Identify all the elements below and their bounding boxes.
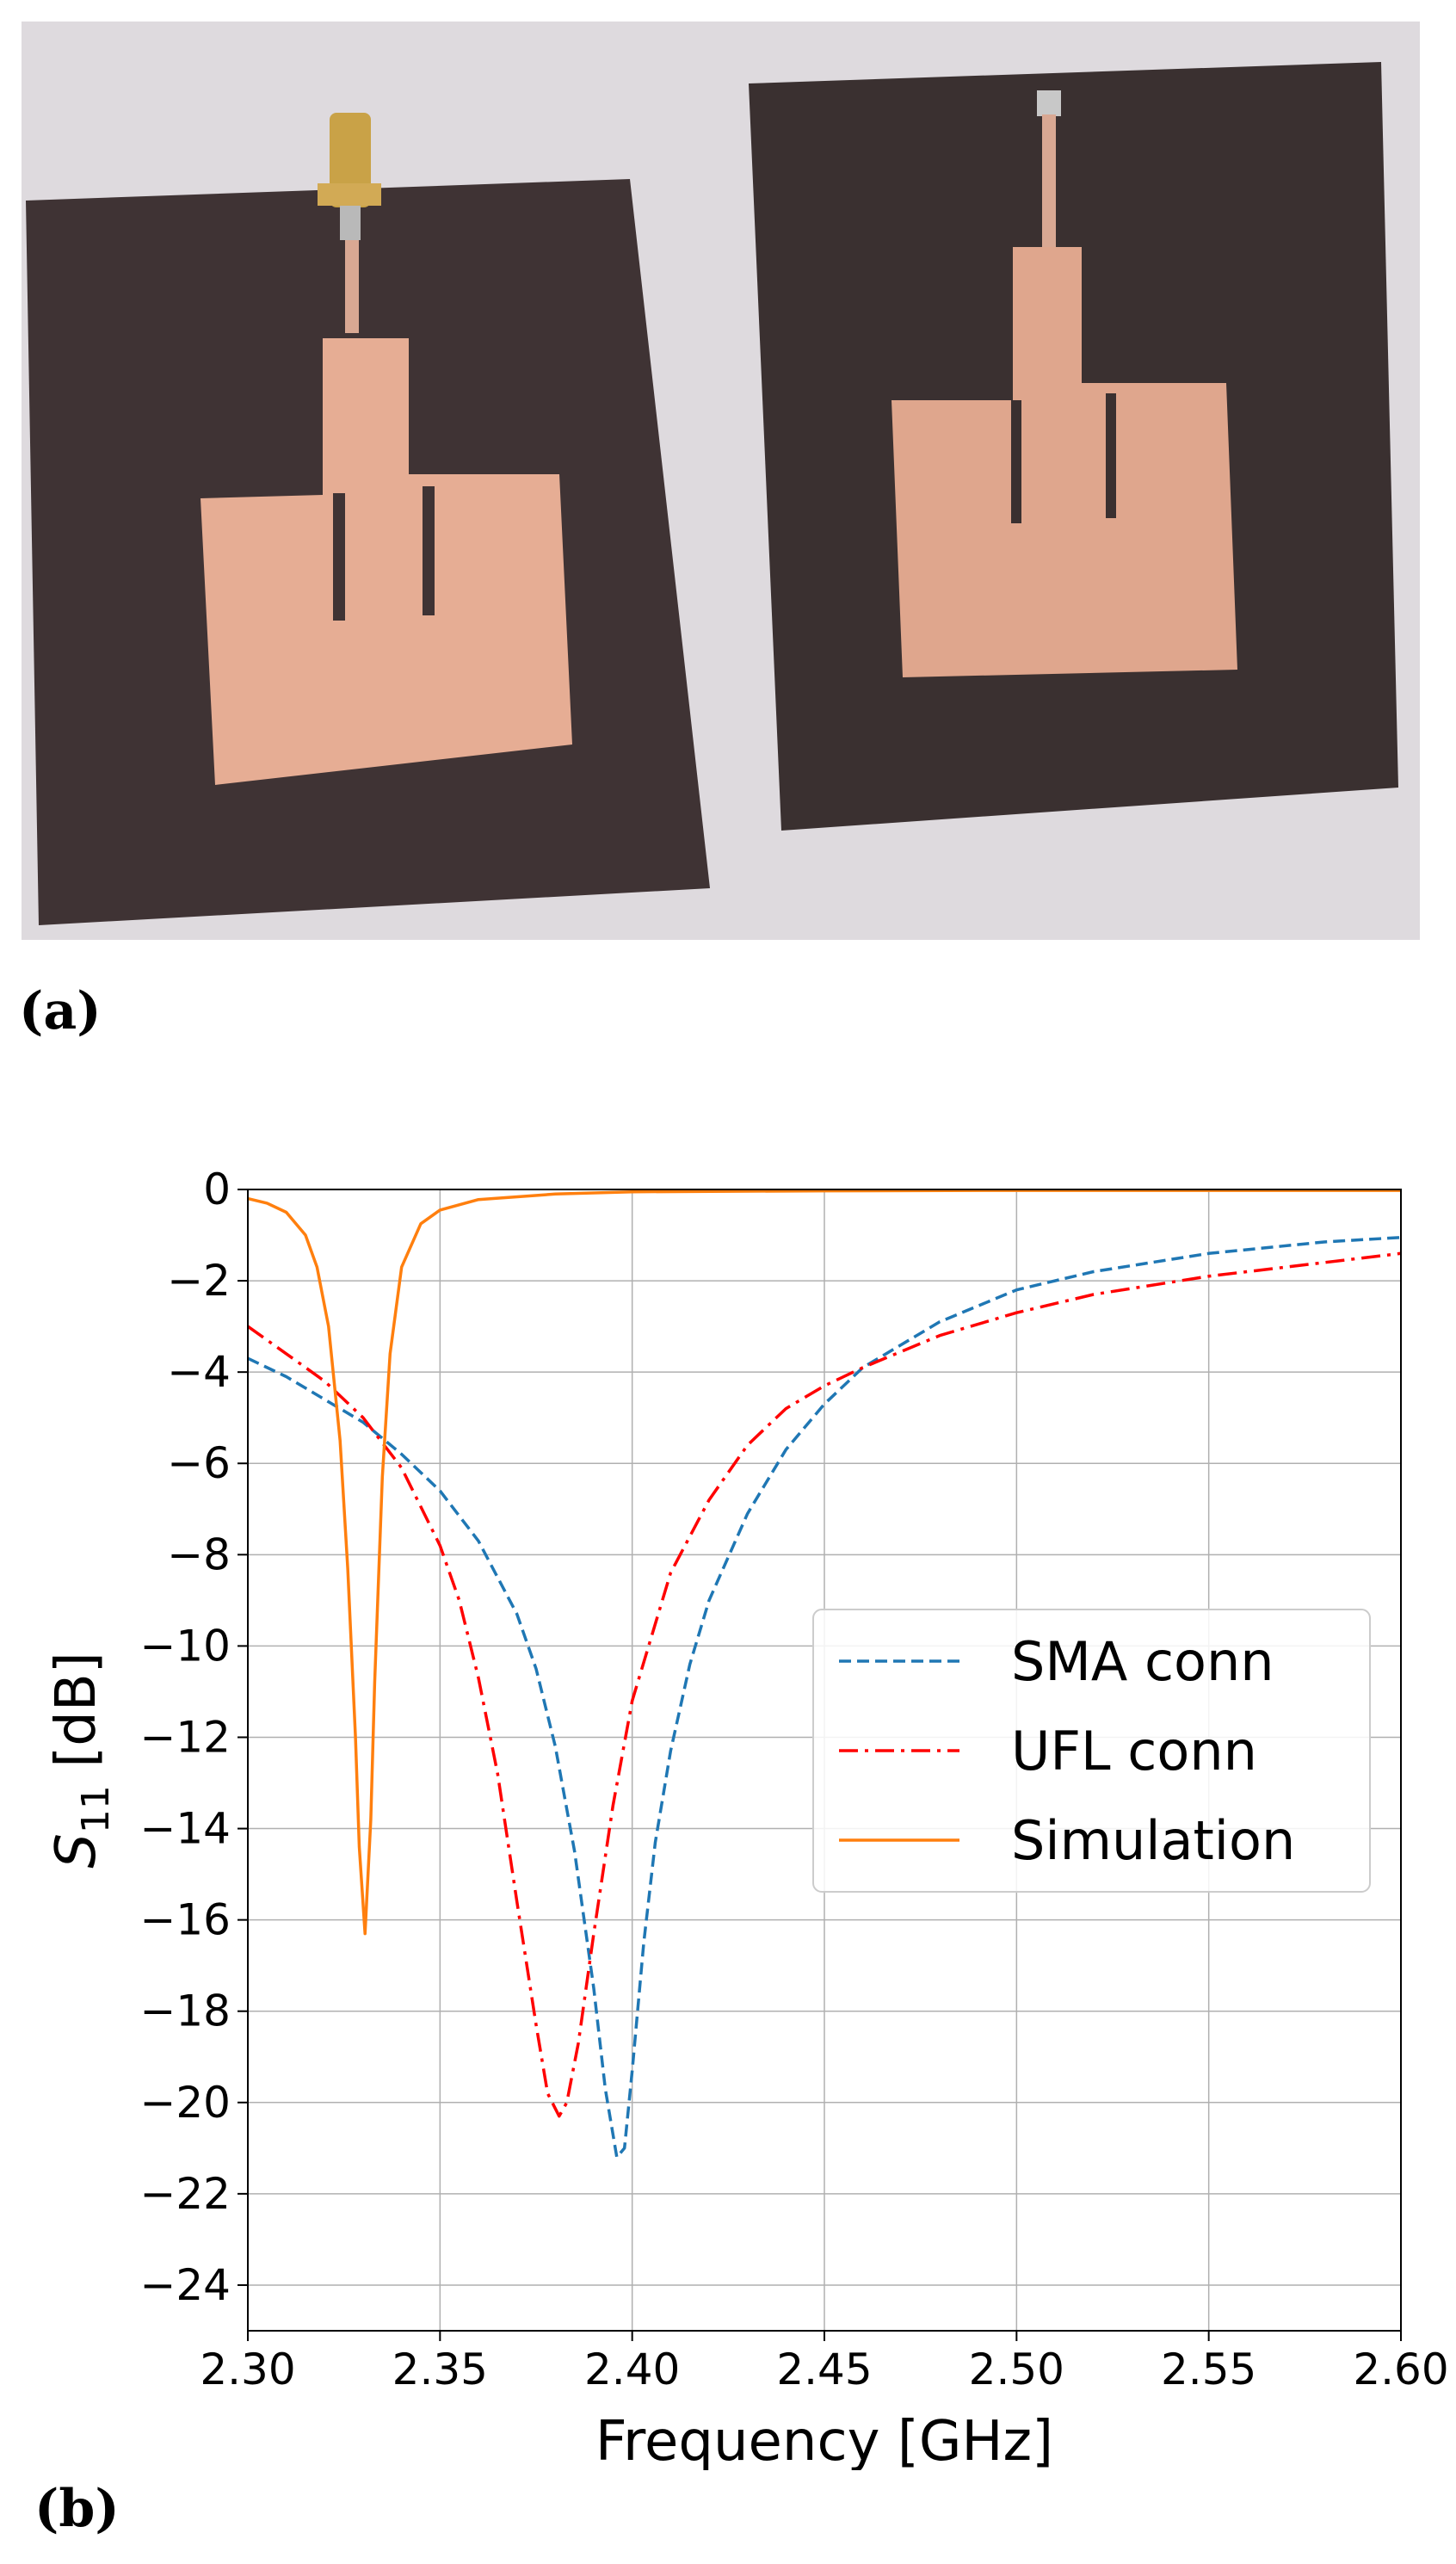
y-tick-label: −24 <box>139 2260 231 2310</box>
x-axis-label: Frequency [GHz] <box>595 2410 1053 2470</box>
x-tick-label: 2.40 <box>584 2345 680 2394</box>
x-tick-label: 2.45 <box>776 2345 872 2394</box>
y-tick-label: −20 <box>139 2078 231 2128</box>
y-tick-label: −10 <box>139 1621 231 1671</box>
y-axis-label-main: S <box>45 1833 108 1869</box>
left-board-feedline <box>345 237 359 333</box>
left-board-sma-flange <box>318 183 381 206</box>
y-axis-label: S11 [dB] <box>45 1652 118 1868</box>
y-tick-label: −22 <box>139 2169 231 2219</box>
chart-series <box>246 1189 1402 2159</box>
x-tick-label: 2.35 <box>392 2345 488 2394</box>
chart-ticks: 2.30 2.35 2.40 2.45 2.50 2.55 2.60 0 −2 −4 −6 −8 −10… <box>139 1165 1448 2394</box>
antenna-photo <box>22 22 1420 940</box>
y-tick-label: −18 <box>139 1986 231 2036</box>
y-tick-label: 0 <box>203 1165 231 1214</box>
right-board-feedline <box>1042 114 1056 265</box>
series-line-ufl-conn <box>246 1251 1402 2118</box>
series-line-sma-conn <box>247 1235 1402 2159</box>
x-tick-label: 2.30 <box>200 2345 295 2394</box>
left-board-sma-pin <box>340 206 361 240</box>
legend-label: Simulation <box>1011 1809 1295 1872</box>
x-tick-label: 2.55 <box>1161 2345 1256 2394</box>
legend-label: SMA conn <box>1011 1630 1274 1693</box>
y-axis-label-unit: [dB] <box>45 1652 108 1785</box>
series-line-simulation <box>247 1189 1401 1936</box>
legend-label: UFL conn <box>1011 1720 1257 1782</box>
y-tick-label: −6 <box>167 1438 231 1488</box>
y-tick-label: −14 <box>139 1804 231 1854</box>
y-tick-label: −4 <box>167 1347 231 1397</box>
y-tick-label: −12 <box>139 1712 231 1762</box>
y-tick-label: −16 <box>139 1895 231 1945</box>
panel-a-label: (a) <box>19 981 102 1041</box>
right-board-slot-1 <box>1011 400 1021 523</box>
chart-legend: SMA conn UFL conn Simulation <box>812 1609 1371 1893</box>
legend-box <box>812 1609 1371 1893</box>
right-board-ufl-connector <box>1037 90 1061 116</box>
x-tick-label: 2.50 <box>969 2345 1064 2394</box>
y-axis-label-sub: 11 <box>74 1785 118 1833</box>
s11-chart: 2.30 2.35 2.40 2.45 2.50 2.55 2.60 0 −2 −4 −6 −8 −10… <box>45 1165 1449 2470</box>
left-board-patch <box>201 338 572 785</box>
y-tick-label: −8 <box>167 1529 231 1579</box>
y-tick-label: −2 <box>167 1256 231 1306</box>
x-tick-label: 2.60 <box>1353 2345 1448 2394</box>
right-board-patch <box>891 247 1237 677</box>
right-board-slot-2 <box>1106 393 1116 518</box>
left-board-slot-2 <box>423 486 435 615</box>
left-board-slot-1 <box>333 493 345 621</box>
panel-b-label: (b) <box>34 2479 120 2539</box>
